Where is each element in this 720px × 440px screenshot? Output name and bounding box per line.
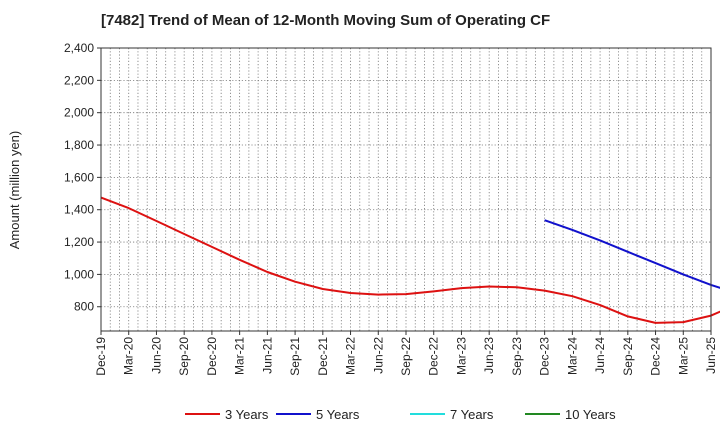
y-tick-label: 1,600 bbox=[64, 170, 94, 184]
x-tick-label: Sep-22 bbox=[399, 337, 413, 376]
legend-label: 3 Years bbox=[225, 407, 269, 422]
x-tick-label: Dec-22 bbox=[427, 337, 441, 376]
x-tick-label: Sep-23 bbox=[510, 337, 524, 376]
y-tick-label: 2,400 bbox=[64, 41, 94, 55]
y-tick-label: 2,000 bbox=[64, 106, 94, 120]
y-tick-label: 1,200 bbox=[64, 235, 94, 249]
x-tick-label: Jun-23 bbox=[482, 337, 496, 374]
y-axis: 800 1,000 1,200 1,400 1,600 1,800 2,000 2,200 2,… bbox=[64, 41, 101, 314]
y-tick-label: 1,400 bbox=[64, 203, 94, 217]
legend-label: 5 Years bbox=[316, 407, 360, 422]
x-tick-label: Dec-20 bbox=[205, 337, 219, 376]
series-line-5-years bbox=[544, 219, 720, 289]
grid bbox=[101, 47, 711, 331]
y-tick-label: 2,200 bbox=[64, 73, 94, 87]
x-tick-label: Jun-25 bbox=[704, 337, 718, 374]
x-tick-label: Mar-24 bbox=[565, 337, 579, 375]
chart-title: [7482] Trend of Mean of 12-Month Moving … bbox=[101, 12, 550, 29]
y-tick-label: 1,000 bbox=[64, 267, 94, 281]
y-tick-label: 800 bbox=[74, 300, 94, 314]
series-lines bbox=[100, 196, 720, 324]
x-tick-label: Mar-25 bbox=[676, 337, 690, 375]
x-tick-label: Sep-24 bbox=[621, 337, 635, 376]
x-tick-label: Dec-23 bbox=[538, 337, 552, 376]
x-tick-label: Jun-24 bbox=[593, 337, 607, 374]
x-tick-label: Sep-20 bbox=[177, 337, 191, 376]
x-tick-label: Dec-24 bbox=[649, 337, 663, 376]
y-tick-label: 1,800 bbox=[64, 138, 94, 152]
x-tick-label: Dec-19 bbox=[94, 337, 108, 376]
legend: 3 Years 5 Years 7 Years 10 Years bbox=[185, 407, 616, 422]
x-tick-label: Jun-20 bbox=[149, 337, 163, 374]
legend-label: 10 Years bbox=[565, 407, 616, 422]
x-tick-label: Mar-21 bbox=[233, 337, 247, 375]
x-tick-label: Jun-21 bbox=[260, 337, 274, 374]
y-axis-label: Amount (million yen) bbox=[7, 131, 22, 250]
x-tick-label: Mar-23 bbox=[454, 337, 468, 375]
x-tick-label: Dec-21 bbox=[316, 337, 330, 376]
legend-label: 7 Years bbox=[450, 407, 494, 422]
series-line-3-years bbox=[100, 196, 720, 324]
x-tick-label: Mar-20 bbox=[122, 337, 136, 375]
x-tick-label: Jun-22 bbox=[371, 337, 385, 374]
x-tick-label: Sep-21 bbox=[288, 337, 302, 376]
x-axis: Dec-19 Mar-20 Jun-20 Sep-20 Dec-20 Mar-21 Jun-… bbox=[94, 331, 718, 376]
x-tick-label: Mar-22 bbox=[344, 337, 358, 375]
